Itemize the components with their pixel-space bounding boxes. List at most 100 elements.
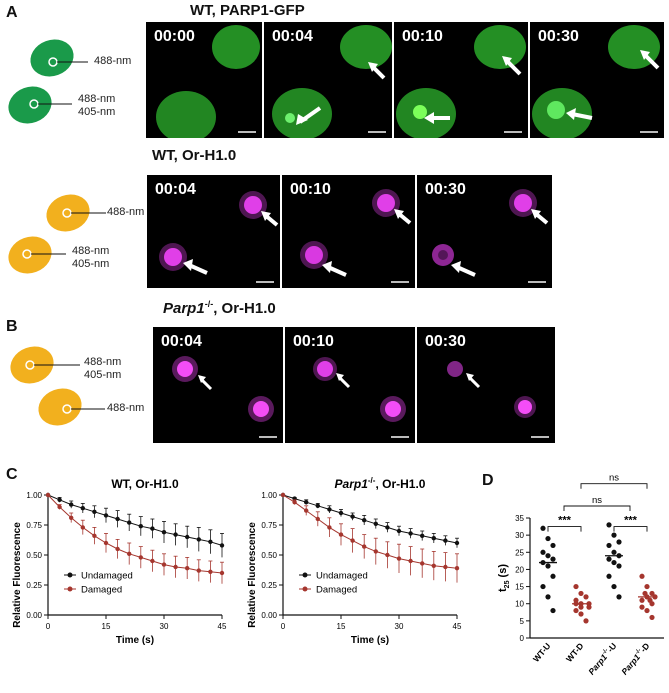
data-point [327, 507, 332, 512]
sig-bracket-ns-mid-label: ns [592, 495, 602, 506]
panel-b-title: Parp1-/-, Or-H1.0 [163, 299, 276, 317]
x-tick-label: 30 [395, 622, 404, 631]
data-point [443, 564, 448, 570]
y-axis-label-main: t [497, 588, 509, 592]
y-tick-label: 5 [520, 617, 525, 626]
genotype-italic: Parp1 [163, 300, 205, 317]
data-point [611, 583, 617, 590]
series-line [47, 494, 223, 574]
scale-bar [368, 131, 386, 133]
y-tick-label: 0 [520, 634, 525, 643]
data-point [196, 537, 201, 542]
series-undamaged [280, 492, 460, 548]
gfp-tile-4: 00:30 [530, 22, 664, 138]
cell-label-dual-line2: 405-nm [72, 258, 110, 270]
orh1-cell-schematic-b [10, 346, 105, 426]
x-tick-label: 45 [218, 622, 227, 631]
cell-label-dual-line1: 488-nm [78, 93, 116, 105]
data-point [150, 558, 155, 564]
y-tick-label: 1.00 [261, 491, 277, 500]
scatter-group-0 [539, 525, 557, 614]
data-point [292, 500, 297, 505]
category-label: WT-D [564, 641, 586, 664]
scale-bar [640, 131, 658, 133]
data-point [350, 514, 355, 519]
gfp-tile-3: 00:10 [394, 22, 528, 138]
data-point [454, 566, 460, 571]
y-tick-label: 0.25 [261, 581, 277, 590]
scale-bar [259, 436, 277, 438]
data-point [431, 563, 436, 568]
data-point [385, 525, 390, 530]
orh1-cell-upper [46, 194, 90, 232]
data-point [304, 500, 309, 505]
data-point [611, 549, 617, 555]
data-point [373, 521, 378, 526]
scale-bar [391, 436, 409, 438]
orh1-tile-b-1: 00:04 [153, 327, 283, 443]
legend-label: Damaged [81, 585, 122, 596]
timestamp: 00:04 [155, 181, 196, 198]
timestamp: 00:30 [425, 333, 466, 350]
genotype-superscript: -/- [204, 299, 214, 309]
orh1-cell-schematic-a [8, 194, 106, 274]
category-label: Parp1-/--U [586, 641, 618, 677]
data-point [540, 549, 546, 555]
category-label-superscript: -/- [634, 648, 642, 656]
panel-a-title-bottom: WT, Or-H1.0 [152, 147, 237, 164]
data-point [373, 549, 378, 554]
category-label: WT-U [531, 641, 553, 664]
data-point [606, 556, 612, 562]
orh1-cell-upper [10, 346, 54, 384]
data-point [644, 583, 650, 590]
y-axis-label-subscript: 25 [504, 580, 511, 588]
data-point [92, 533, 97, 538]
sig-bracket-ko [613, 526, 648, 532]
data-point [550, 573, 556, 579]
data-point [350, 538, 355, 543]
cell-label-488-b: 488-nm [107, 402, 145, 414]
data-point [173, 564, 178, 570]
data-point [583, 594, 589, 600]
data-point [578, 590, 584, 597]
series-line [282, 494, 458, 544]
orh1-tile-b-2: 00:10 [285, 327, 415, 443]
data-point [540, 525, 546, 531]
series-line [47, 494, 223, 546]
data-point [586, 604, 592, 610]
data-point [420, 533, 425, 538]
sig-bracket-wt [547, 526, 582, 532]
series-undamaged [45, 492, 225, 558]
data-point [649, 601, 655, 607]
data-point [583, 618, 589, 624]
data-point [545, 535, 551, 542]
scale-bar [531, 436, 549, 438]
data-point [127, 520, 132, 525]
data-point [611, 532, 617, 538]
timestamp: 00:30 [538, 28, 579, 45]
data-point [578, 611, 584, 617]
data-point [69, 515, 74, 520]
data-point [639, 573, 645, 579]
orh1-cell-lower [8, 236, 52, 274]
scatter-group-3 [638, 573, 658, 621]
data-point [578, 604, 584, 610]
data-point [103, 513, 109, 518]
legend-label: Damaged [316, 585, 357, 596]
sig-bracket-wt-label: *** [558, 515, 572, 527]
data-point [443, 538, 448, 543]
data-point [161, 562, 167, 567]
series-damaged [280, 492, 460, 583]
cell-label-dual-line1: 488-nm [84, 356, 122, 368]
data-point [611, 559, 617, 566]
cell-label-dual-a-bottom: 488-nm 405-nm [72, 245, 109, 271]
cell-label-dual-line2: 405-nm [84, 369, 122, 381]
x-tick-label: 0 [281, 622, 286, 631]
scale-bar [256, 281, 274, 283]
sig-bracket-ko-label: *** [624, 515, 638, 527]
data-point [138, 524, 143, 529]
y-tick-label: 30 [515, 531, 524, 540]
x-tick-label: 30 [160, 622, 169, 631]
orh1-cell-lower [38, 388, 82, 426]
